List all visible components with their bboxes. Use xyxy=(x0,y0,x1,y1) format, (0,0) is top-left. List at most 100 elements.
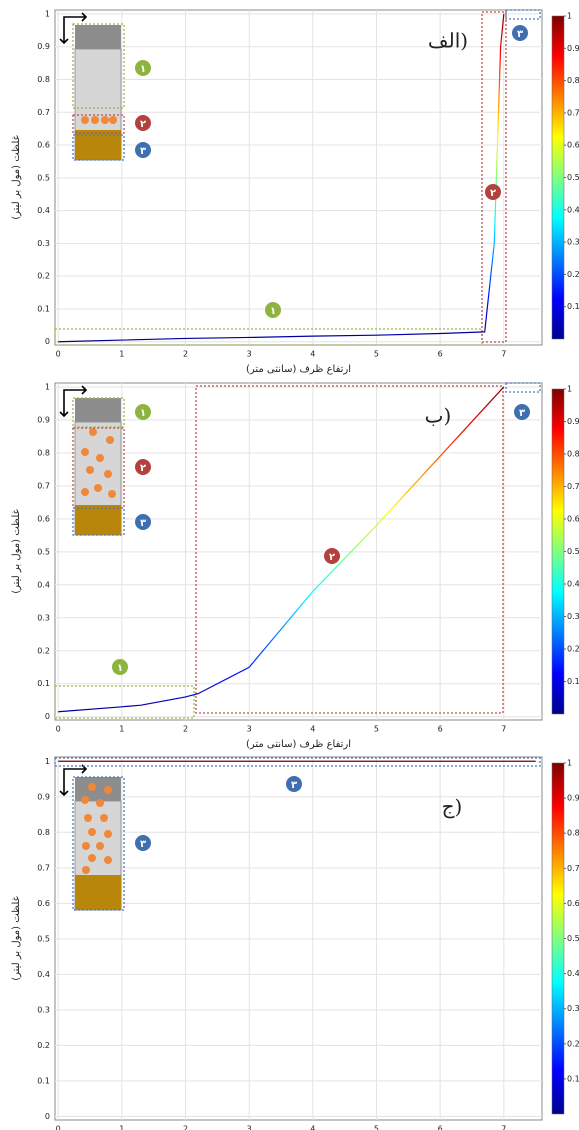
vial-cap xyxy=(75,398,121,422)
colorbar-tick-label: 0.9 xyxy=(567,44,579,53)
y-tick-label: 0.4 xyxy=(37,580,50,589)
bubble xyxy=(91,116,99,124)
colorbar-tick-label: 0.6 xyxy=(567,515,579,524)
colorbar-tick-label: 0.4 xyxy=(567,205,579,214)
y-tick-label: 0.1 xyxy=(37,1076,50,1085)
panel: 0123456700.10.20.30.40.50.60.70.80.91ارت… xyxy=(11,756,579,1130)
x-tick-label: 7 xyxy=(501,725,506,734)
region-box xyxy=(72,114,125,134)
y-tick-label: 1 xyxy=(45,757,50,766)
annotation-marker xyxy=(135,514,151,530)
colorbar-tick-label: 0.8 xyxy=(567,76,579,85)
annotation: ۲ xyxy=(140,119,146,130)
colorbar-tick-label: 1 xyxy=(567,385,572,394)
region-box xyxy=(72,507,125,536)
bubble xyxy=(100,814,108,822)
x-axis-label: ارتفاع ظرف (سانتی متر) xyxy=(246,739,351,750)
y-tick-label: 0 xyxy=(45,337,50,346)
colorbar-tick-label: 0.5 xyxy=(567,547,579,556)
colorbar-tick-label: 0.5 xyxy=(567,173,579,182)
annotation: ۱ xyxy=(140,408,146,419)
x-tick-label: 1 xyxy=(119,350,124,359)
bubble xyxy=(96,454,104,462)
y-tick-label: 0.3 xyxy=(37,239,50,248)
x-tick-label: 0 xyxy=(56,725,61,734)
bubble xyxy=(104,856,112,864)
colorbar-tick-label: 0.4 xyxy=(567,969,579,978)
colorbar-tick-label: 0.6 xyxy=(567,141,579,150)
bubble xyxy=(82,866,90,874)
colorbar-tick-label: 0.1 xyxy=(567,677,579,686)
region-box xyxy=(505,9,541,20)
x-tick-label: 2 xyxy=(183,350,188,359)
x-tick-label: 7 xyxy=(501,1125,506,1130)
x-tick-label: 1 xyxy=(119,725,124,734)
x-tick-label: 0 xyxy=(56,350,61,359)
arrow xyxy=(59,12,88,45)
region-box xyxy=(54,328,483,346)
annotation-marker xyxy=(135,60,151,76)
annotation: ۳ xyxy=(517,29,523,40)
region-box xyxy=(481,11,507,343)
colorbar xyxy=(551,15,565,340)
y-tick-label: 0.5 xyxy=(37,173,50,182)
y-tick-label: 0.9 xyxy=(37,415,50,424)
colorbar-tick-label: 1 xyxy=(567,12,572,21)
y-tick-label: 0 xyxy=(45,1112,50,1121)
y-tick-label: 0.8 xyxy=(37,828,50,837)
x-tick-label: 6 xyxy=(438,1125,443,1130)
y-axis-label: غلظت (مول بر لیتر) xyxy=(11,135,22,220)
colorbar-tick-label: 0.3 xyxy=(567,238,579,247)
annotation-marker xyxy=(112,659,128,675)
data-line xyxy=(58,13,505,343)
bubble xyxy=(81,796,89,804)
y-tick-label: 0.2 xyxy=(37,646,50,655)
annotation: ۳ xyxy=(140,839,146,850)
y-tick-label: 0.3 xyxy=(37,613,50,622)
y-axis-label: غلظت (مول بر لیتر) xyxy=(11,896,22,981)
bubble xyxy=(81,488,89,496)
vial-liquid xyxy=(75,505,121,535)
panel-label: ج) xyxy=(442,795,463,819)
colorbar-tick-label: 0.7 xyxy=(567,864,579,873)
x-tick-label: 1 xyxy=(119,1125,124,1130)
annotation: ۱ xyxy=(117,663,123,674)
y-tick-label: 0.6 xyxy=(37,514,50,523)
y-tick-label: 0.6 xyxy=(37,141,50,150)
x-axis-label: ارتفاع ظرف (سانتی متر) xyxy=(246,364,351,375)
colorbar-tick-label: 0.2 xyxy=(567,270,579,279)
annotation: ۱ xyxy=(140,64,146,75)
y-tick-label: 0.4 xyxy=(37,206,50,215)
bubble xyxy=(81,116,89,124)
x-tick-label: 5 xyxy=(374,350,379,359)
x-tick-label: 6 xyxy=(438,725,443,734)
x-tick-label: 3 xyxy=(247,725,252,734)
bubble xyxy=(89,428,97,436)
y-tick-label: 0.3 xyxy=(37,1005,50,1014)
annotation-marker xyxy=(135,115,151,131)
x-tick-label: 2 xyxy=(183,725,188,734)
y-tick-label: 0.2 xyxy=(37,272,50,281)
annotation: ۳ xyxy=(291,780,297,791)
annotation: ۳ xyxy=(519,408,525,419)
x-tick-label: 3 xyxy=(247,350,252,359)
x-tick-label: 5 xyxy=(374,1125,379,1130)
colorbar-tick-label: 0.9 xyxy=(567,794,579,803)
x-tick-label: 4 xyxy=(310,725,315,734)
bubble xyxy=(104,830,112,838)
y-tick-label: 0.5 xyxy=(37,934,50,943)
colorbar-tick-label: 0.8 xyxy=(567,829,579,838)
x-tick-label: 7 xyxy=(501,350,506,359)
annotation-marker xyxy=(512,25,528,41)
bubble xyxy=(108,490,116,498)
bubble xyxy=(88,828,96,836)
region-box xyxy=(505,382,541,393)
annotation: ۲ xyxy=(329,552,335,563)
y-tick-label: 0.7 xyxy=(37,108,50,117)
panel-label: ب) xyxy=(425,404,452,428)
y-tick-label: 0.7 xyxy=(37,863,50,872)
vial-cap xyxy=(75,25,121,49)
colorbar-tick-label: 0.2 xyxy=(567,1039,579,1048)
annotation-marker xyxy=(324,548,340,564)
